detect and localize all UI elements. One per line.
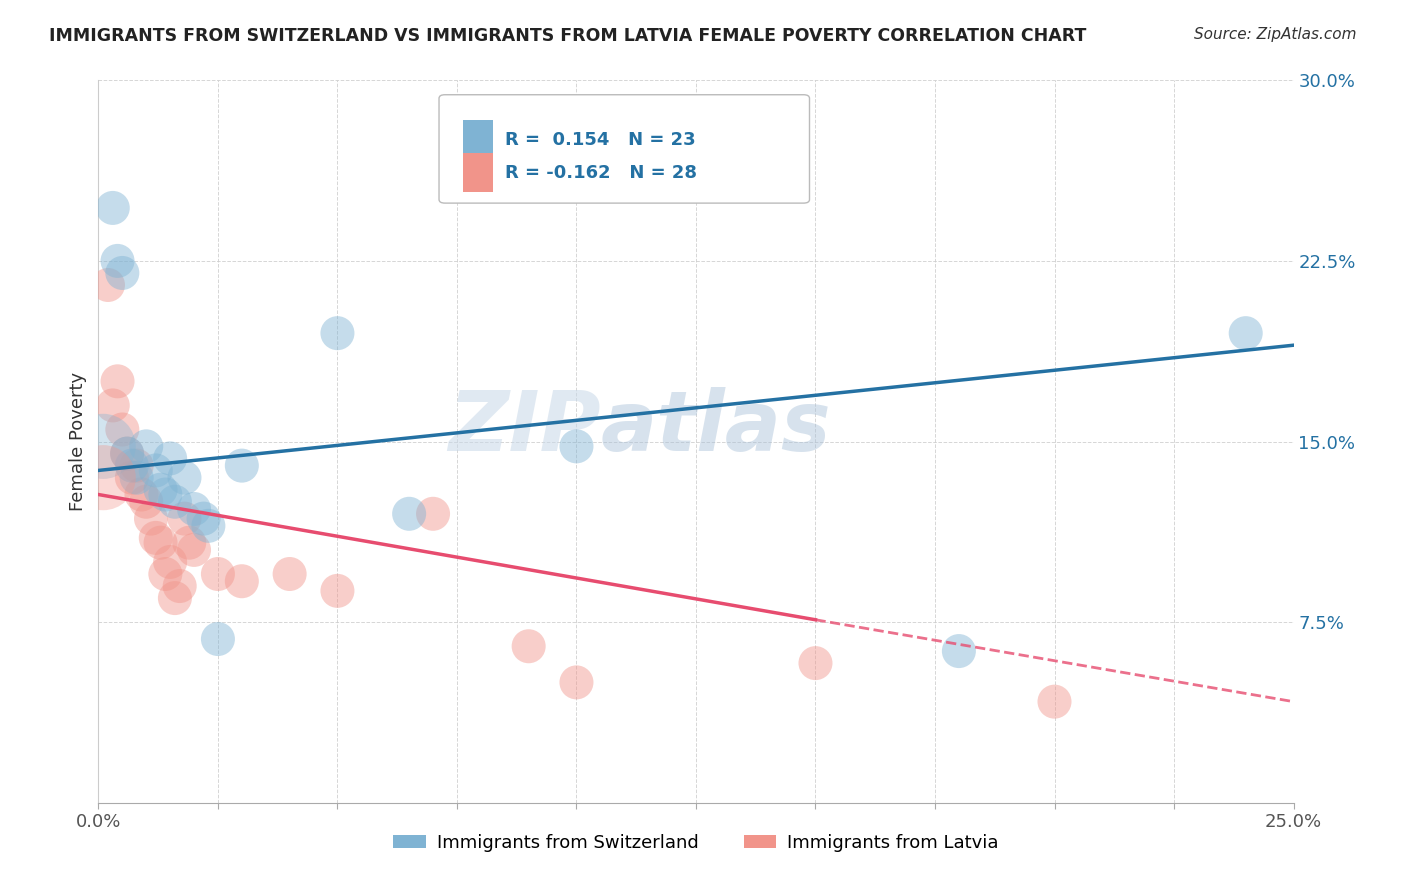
Point	[107, 253, 129, 268]
Point	[155, 487, 177, 501]
Point	[1234, 326, 1257, 340]
Point	[193, 511, 215, 525]
Point	[326, 326, 349, 340]
Point	[107, 374, 129, 388]
Point	[139, 511, 162, 525]
Text: ZIP: ZIP	[447, 386, 600, 467]
Point	[159, 555, 181, 569]
Point	[231, 458, 253, 473]
Point	[125, 458, 148, 473]
Y-axis label: Female Poverty: Female Poverty	[69, 372, 87, 511]
Point	[111, 422, 134, 436]
Point	[804, 656, 827, 670]
Point	[278, 567, 301, 582]
Point	[101, 201, 124, 215]
Bar	[463, 120, 494, 160]
Point	[231, 574, 253, 589]
Point	[121, 470, 143, 484]
Point	[173, 470, 195, 484]
Point	[111, 266, 134, 280]
Point	[173, 511, 195, 525]
Point	[115, 446, 138, 460]
Point	[207, 632, 229, 646]
Point	[565, 675, 588, 690]
Point	[145, 463, 167, 477]
Text: atlas: atlas	[600, 386, 831, 467]
Point	[517, 639, 540, 653]
Point	[179, 535, 201, 549]
Point	[135, 494, 157, 508]
Point	[91, 470, 114, 484]
Point	[163, 494, 186, 508]
Point	[326, 583, 349, 598]
Text: Source: ZipAtlas.com: Source: ZipAtlas.com	[1194, 27, 1357, 42]
Point	[422, 507, 444, 521]
Text: R =  0.154   N = 23: R = 0.154 N = 23	[505, 131, 696, 149]
Point	[197, 518, 219, 533]
Point	[149, 535, 172, 549]
Point	[91, 439, 114, 453]
Point	[145, 531, 167, 545]
Point	[121, 458, 143, 473]
Point	[1043, 695, 1066, 709]
Legend: Immigrants from Switzerland, Immigrants from Latvia: Immigrants from Switzerland, Immigrants …	[387, 826, 1005, 859]
Point	[131, 487, 153, 501]
Point	[97, 277, 120, 292]
Point	[183, 502, 205, 516]
Text: IMMIGRANTS FROM SWITZERLAND VS IMMIGRANTS FROM LATVIA FEMALE POVERTY CORRELATION: IMMIGRANTS FROM SWITZERLAND VS IMMIGRANT…	[49, 27, 1087, 45]
Point	[125, 470, 148, 484]
Bar	[463, 153, 494, 193]
FancyBboxPatch shape	[439, 95, 810, 203]
Point	[163, 591, 186, 605]
Text: R = -0.162   N = 28: R = -0.162 N = 28	[505, 164, 697, 182]
Point	[101, 398, 124, 412]
Point	[398, 507, 420, 521]
Point	[149, 483, 172, 497]
Point	[565, 439, 588, 453]
Point	[155, 567, 177, 582]
Point	[207, 567, 229, 582]
Point	[135, 439, 157, 453]
Point	[948, 644, 970, 658]
Point	[115, 446, 138, 460]
Point	[183, 542, 205, 557]
Point	[169, 579, 191, 593]
Point	[159, 451, 181, 466]
